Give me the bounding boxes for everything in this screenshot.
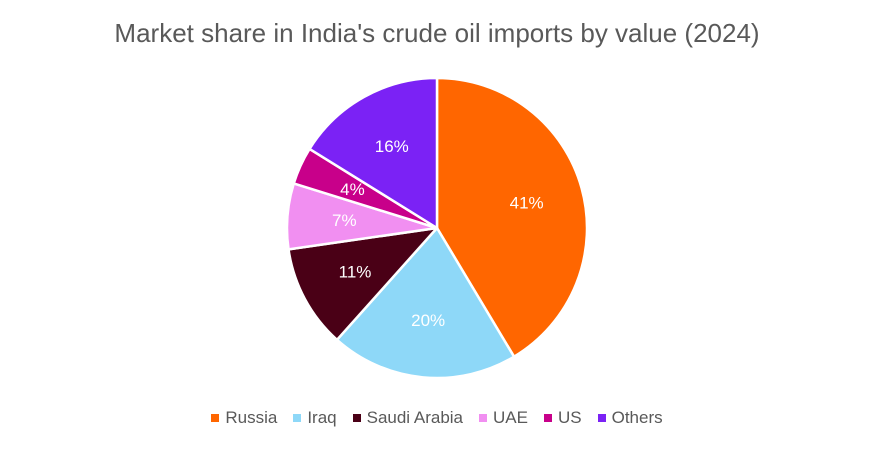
legend-swatch — [352, 414, 361, 422]
legend-swatch — [293, 414, 302, 422]
legend-item-uae: UAE — [479, 408, 528, 428]
data-label-iraq: 20% — [411, 311, 445, 330]
legend-label: Saudi Arabia — [366, 408, 464, 427]
data-label-others: 16% — [375, 137, 409, 156]
legend-item-us: US — [543, 408, 582, 428]
chart-legend: Russia Iraq Saudi Arabia UAE US Others — [0, 408, 874, 428]
pie-data-labels: 41% 20% 11% 7% 4% 16% — [332, 137, 544, 330]
legend-label: Others — [611, 408, 663, 427]
pie-slice-russia — [435, 76, 589, 358]
legend-label: UAE — [493, 408, 528, 427]
data-label-russia: 41% — [510, 194, 544, 213]
legend-item-russia: Russia — [211, 408, 277, 428]
legend-label: Russia — [225, 408, 278, 427]
pie-slice-others — [308, 76, 439, 230]
legend-item-others: Others — [597, 408, 663, 428]
legend-label: US — [557, 408, 582, 427]
legend-swatch — [543, 414, 552, 422]
pie-slice-iraq — [335, 226, 516, 380]
legend-label: Iraq — [307, 408, 337, 427]
data-label-us: 4% — [340, 180, 365, 199]
legend-item-iraq: Iraq — [293, 408, 337, 428]
legend-swatch — [479, 414, 488, 422]
legend-swatch — [597, 414, 606, 422]
data-label-saudi-arabia: 11% — [339, 262, 372, 281]
pie-slice-saudi-arabia — [287, 226, 439, 342]
legend-item-saudi-arabia: Saudi Arabia — [352, 408, 464, 428]
data-label-uae: 7% — [332, 211, 357, 230]
legend-swatch — [211, 414, 220, 422]
chart-title: Market share in India's crude oil import… — [114, 18, 760, 48]
pie-slices — [285, 76, 589, 380]
